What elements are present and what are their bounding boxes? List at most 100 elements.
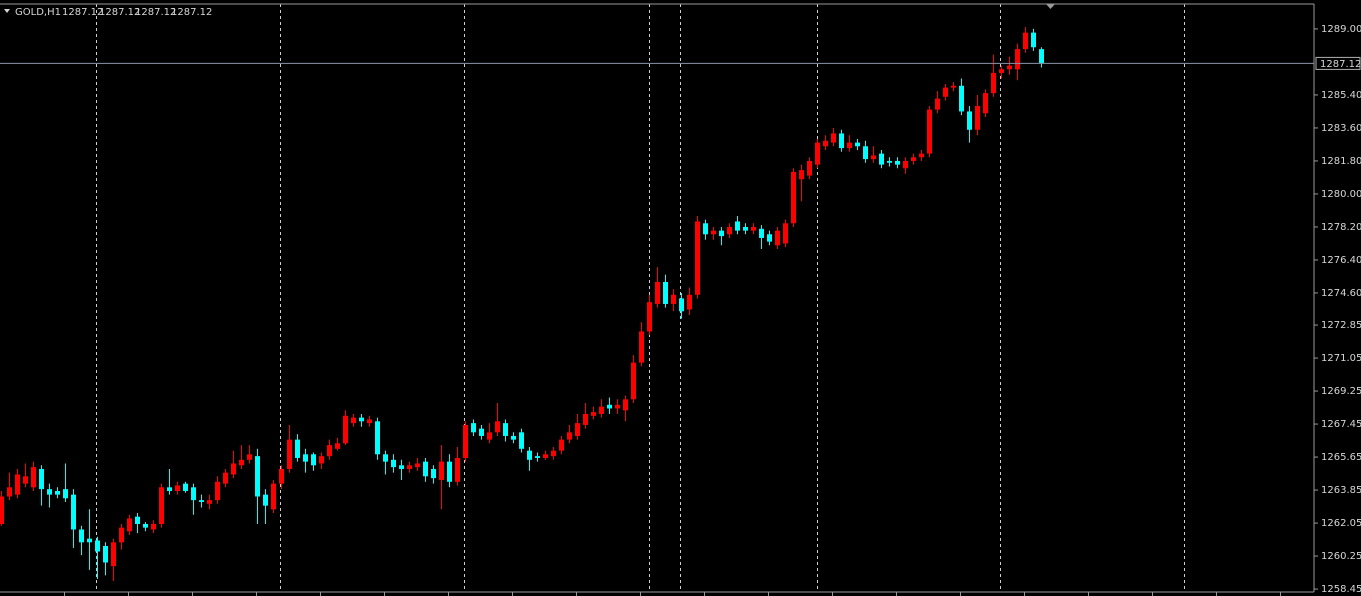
candle-body	[183, 483, 188, 491]
candle-body	[695, 221, 700, 295]
candle-body	[327, 445, 332, 457]
y-tick-label: 1271.05	[1321, 353, 1361, 364]
candle-body	[415, 463, 420, 468]
candle-body	[727, 226, 732, 235]
candle-body	[767, 234, 772, 242]
shift-marker	[1046, 4, 1055, 9]
y-tick-label: 1276.40	[1321, 255, 1361, 266]
candle-body	[583, 413, 588, 425]
candle-body	[231, 463, 236, 475]
candle-body	[367, 419, 372, 424]
candle-body	[447, 461, 452, 482]
candle-body	[487, 432, 492, 440]
candle-body	[103, 545, 108, 563]
candle-body	[559, 439, 564, 451]
candle-body	[311, 454, 316, 466]
y-tick-label: 1269.25	[1321, 386, 1361, 397]
candle-body	[671, 294, 676, 304]
candle-body	[719, 230, 724, 237]
candle-body	[567, 432, 572, 440]
candle-body	[959, 85, 964, 112]
candle-body	[839, 133, 844, 149]
candle-body	[799, 170, 804, 180]
candle-body	[303, 454, 308, 462]
candle-body	[479, 428, 484, 436]
candle-body	[783, 223, 788, 244]
candle-body	[991, 72, 996, 94]
candle-body	[1031, 32, 1036, 48]
candle-body	[55, 490, 60, 495]
candle-body	[239, 459, 244, 466]
y-tick-label: 1283.60	[1321, 123, 1361, 134]
candle-body	[151, 523, 156, 530]
candle-body	[391, 459, 396, 468]
candle-body	[847, 142, 852, 149]
header-value: 1287.12	[62, 7, 103, 18]
candle-body	[543, 454, 548, 458]
candle-body	[935, 98, 940, 110]
candle-body	[895, 160, 900, 165]
candle-body	[887, 160, 892, 163]
candle-body	[511, 435, 516, 440]
y-tick-label: 1274.60	[1321, 288, 1361, 299]
candle-body	[119, 527, 124, 543]
candle-body	[703, 223, 708, 235]
candle-body	[575, 423, 580, 436]
symbol-label: GOLD,H1	[15, 7, 61, 18]
candle-body	[343, 415, 348, 444]
candle-body	[439, 461, 444, 480]
candle-body	[23, 476, 28, 484]
candle-body	[271, 483, 276, 510]
candle-body	[223, 472, 228, 484]
candle-body	[655, 281, 660, 304]
candle-body	[199, 500, 204, 502]
menu-arrow	[4, 9, 10, 13]
candle-body	[335, 443, 340, 449]
candle-body	[871, 155, 876, 160]
candle-body	[1007, 65, 1012, 70]
header-value: 1287.12	[135, 7, 176, 18]
current-price-box	[1315, 56, 1361, 70]
candle-body	[407, 465, 412, 469]
candle-body	[647, 302, 652, 332]
y-tick-label: 1272.85	[1321, 320, 1361, 331]
candle-body	[527, 450, 532, 460]
candle-body	[0, 496, 4, 524]
y-tick-label: 1262.05	[1321, 518, 1361, 529]
candle-body	[359, 417, 364, 422]
candle-body	[791, 171, 796, 224]
candle-body	[503, 423, 508, 436]
candle-body	[167, 487, 172, 491]
candle-body	[143, 523, 148, 528]
candle-body	[599, 406, 604, 414]
candle-body	[615, 404, 620, 409]
candle-body	[519, 432, 524, 449]
y-tick-label: 1285.40	[1321, 90, 1361, 101]
candle-body	[375, 421, 380, 455]
candle-body	[591, 412, 596, 416]
candle-body	[535, 456, 540, 458]
candle-body	[743, 226, 748, 231]
candle-body	[911, 157, 916, 161]
candle-body	[823, 140, 828, 147]
candle-body	[111, 542, 116, 567]
candle-body	[319, 456, 324, 464]
candle-body	[39, 468, 44, 490]
candle-body	[607, 404, 612, 409]
candle-body	[295, 439, 300, 458]
candle-body	[999, 69, 1004, 73]
candle-body	[423, 461, 428, 477]
candle-body	[983, 93, 988, 114]
candle-body	[735, 221, 740, 231]
candle-body	[247, 454, 252, 460]
candle-body	[351, 417, 356, 424]
candle-body	[7, 487, 12, 497]
candle-body	[623, 399, 628, 411]
candle-body	[191, 487, 196, 501]
candle-body	[943, 87, 948, 97]
candle-body	[431, 468, 436, 479]
candle-body	[15, 474, 20, 495]
candle-body	[455, 457, 460, 482]
candle-body	[279, 468, 284, 484]
